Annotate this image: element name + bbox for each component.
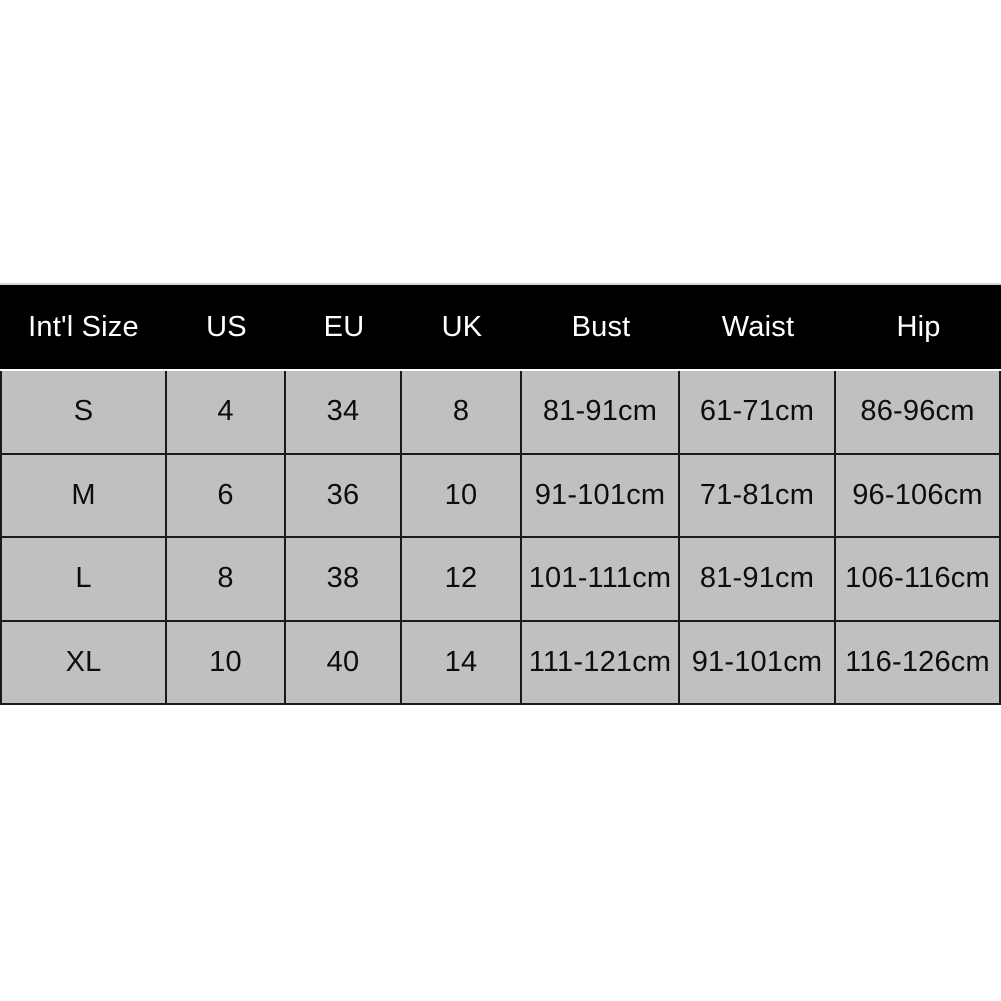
size-chart-table: Int'l Size US EU UK Bust Waist Hip S 4 3…: [0, 285, 1001, 705]
header-cell-waist: Waist: [680, 285, 836, 371]
cell-xl-uk: 14: [402, 621, 522, 705]
table-header-row: Int'l Size US EU UK Bust Waist Hip: [0, 285, 1001, 371]
cell-xl-waist: 91-101cm: [680, 621, 836, 705]
cell-m-size: M: [0, 454, 167, 538]
cell-s-eu: 34: [286, 371, 402, 455]
cell-l-us: 8: [167, 538, 286, 622]
cell-l-hip: 106-116cm: [836, 538, 1001, 622]
cell-l-uk: 12: [402, 538, 522, 622]
header-cell-hip: Hip: [836, 285, 1001, 371]
cell-m-eu: 36: [286, 454, 402, 538]
cell-s-waist: 61-71cm: [680, 371, 836, 455]
cell-l-waist: 81-91cm: [680, 538, 836, 622]
header-cell-eu: EU: [286, 285, 402, 371]
cell-m-bust: 91-101cm: [522, 454, 680, 538]
table-row-s: S 4 34 8 81-91cm 61-71cm 86-96cm: [0, 371, 1001, 455]
header-cell-intl-size: Int'l Size: [0, 285, 167, 371]
cell-s-hip: 86-96cm: [836, 371, 1001, 455]
cell-s-us: 4: [167, 371, 286, 455]
cell-l-bust: 101-111cm: [522, 538, 680, 622]
cell-m-us: 6: [167, 454, 286, 538]
cell-m-hip: 96-106cm: [836, 454, 1001, 538]
cell-s-bust: 81-91cm: [522, 371, 680, 455]
table-row-m: M 6 36 10 91-101cm 71-81cm 96-106cm: [0, 454, 1001, 538]
header-cell-bust: Bust: [522, 285, 680, 371]
size-chart-container: Int'l Size US EU UK Bust Waist Hip S 4 3…: [0, 283, 1001, 705]
cell-l-size: L: [0, 538, 167, 622]
header-cell-us: US: [167, 285, 286, 371]
cell-m-waist: 71-81cm: [680, 454, 836, 538]
table-row-l: L 8 38 12 101-111cm 81-91cm 106-116cm: [0, 538, 1001, 622]
table-row-xl: XL 10 40 14 111-121cm 91-101cm 116-126cm: [0, 621, 1001, 705]
cell-xl-us: 10: [167, 621, 286, 705]
cell-m-uk: 10: [402, 454, 522, 538]
cell-s-size: S: [0, 371, 167, 455]
header-cell-uk: UK: [402, 285, 522, 371]
cell-xl-bust: 111-121cm: [522, 621, 680, 705]
cell-l-eu: 38: [286, 538, 402, 622]
cell-xl-size: XL: [0, 621, 167, 705]
cell-xl-eu: 40: [286, 621, 402, 705]
cell-xl-hip: 116-126cm: [836, 621, 1001, 705]
cell-s-uk: 8: [402, 371, 522, 455]
